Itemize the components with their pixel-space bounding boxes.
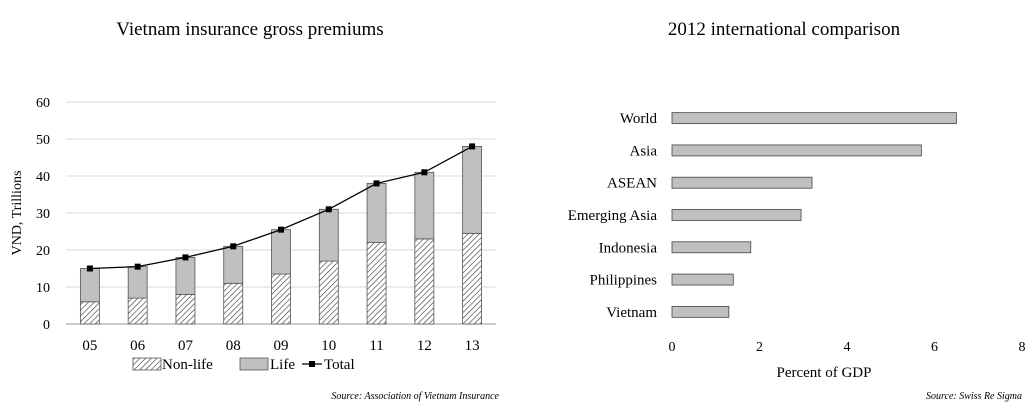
left-y-tick-label: 0 <box>43 318 50 333</box>
bar-nonlife <box>79 301 100 325</box>
right-category-label: ASEAN <box>607 176 657 192</box>
left-x-tick-label: 10 <box>321 338 336 354</box>
bar-nonlife <box>414 238 435 325</box>
total-marker <box>86 265 93 272</box>
left-y-tick-labels: 0 10 20 30 40 50 60 <box>36 96 50 333</box>
right-x-tick-label: 8 <box>1019 340 1026 355</box>
right-category-label: Indonesia <box>599 240 658 256</box>
bar-life <box>318 208 339 262</box>
right-x-tick-label: 2 <box>756 340 763 355</box>
right-x-axis-label: Percent of GDP <box>777 365 872 381</box>
total-marker <box>421 169 428 176</box>
right-bar <box>671 273 734 286</box>
bar-nonlife <box>223 282 244 325</box>
bar-life <box>127 266 148 299</box>
legend-label-nonlife: Non-life <box>162 357 213 373</box>
bar-nonlife <box>318 260 339 325</box>
left-source-note: Source: Association of Vietnam Insurance <box>331 391 499 402</box>
bar-nonlife <box>271 273 291 325</box>
right-x-tick-label: 6 <box>931 340 938 355</box>
left-x-tick-label: 11 <box>369 338 383 354</box>
total-marker <box>373 180 380 187</box>
left-y-axis-label: VND, Trillions <box>10 171 25 256</box>
legend-label-life: Life <box>270 357 295 373</box>
right-category-label: Philippines <box>589 273 657 289</box>
right-bar <box>671 209 802 221</box>
right-x-tick-label: 4 <box>844 340 851 355</box>
right-bar <box>671 241 752 254</box>
right-category-label: Emerging Asia <box>568 208 658 224</box>
left-y-tick-label: 40 <box>36 170 50 185</box>
total-marker <box>278 226 284 233</box>
bar-life <box>271 229 291 275</box>
total-marker <box>325 206 332 213</box>
right-bar <box>671 176 813 189</box>
left-y-tick-label: 30 <box>36 207 50 222</box>
left-x-tick-label: 06 <box>130 338 146 354</box>
right-bar <box>671 305 730 318</box>
left-total-line <box>86 143 476 272</box>
left-y-tick-label: 50 <box>36 133 50 148</box>
left-x-tick-label: 05 <box>82 338 97 354</box>
bar-life <box>366 182 387 243</box>
bar-nonlife <box>462 232 483 325</box>
right-x-tick-label: 0 <box>669 340 676 355</box>
right-chart: 2012 international comparison World Asia A… <box>568 19 1026 402</box>
legend-swatch-nonlife <box>132 357 162 371</box>
left-x-tick-label: 12 <box>417 338 432 354</box>
left-y-tick-label: 20 <box>36 244 50 259</box>
right-bar <box>671 112 957 125</box>
left-x-tick-label: 13 <box>465 338 480 354</box>
left-x-tick-label: 08 <box>226 338 241 354</box>
bar-nonlife <box>127 297 148 325</box>
right-category-labels: World Asia ASEAN Emerging Asia Indonesia Phil… <box>568 111 658 321</box>
right-chart-title: 2012 international comparison <box>668 19 901 40</box>
right-category-label: Asia <box>630 143 658 159</box>
right-x-tick-labels: 0 2 4 6 8 <box>669 340 1026 355</box>
right-category-label: Vietnam <box>606 305 657 321</box>
left-y-tick-label: 60 <box>36 96 50 111</box>
total-marker <box>230 243 237 250</box>
bar-life <box>414 171 435 240</box>
total-marker <box>182 254 189 261</box>
left-y-tick-label: 10 <box>36 281 50 296</box>
left-x-tick-label: 09 <box>274 338 289 354</box>
total-marker <box>469 143 476 150</box>
right-category-label: World <box>620 111 658 127</box>
bar-life <box>223 245 244 284</box>
left-bars <box>79 145 483 325</box>
bar-life <box>462 145 483 234</box>
legend-marker-total <box>309 361 315 367</box>
left-x-tick-label: 07 <box>178 338 194 354</box>
bar-nonlife <box>175 293 196 325</box>
legend-label-total: Total <box>324 357 355 373</box>
left-chart: Vietnam insurance gross premiums VND, Tr… <box>10 19 500 402</box>
bar-life <box>79 268 100 303</box>
legend-swatch-life <box>239 357 269 371</box>
bar-life <box>175 256 196 295</box>
right-bars <box>671 112 957 318</box>
left-legend: Non-life Life Total <box>132 357 355 373</box>
total-marker <box>134 263 141 270</box>
right-bar <box>671 144 922 157</box>
left-chart-title: Vietnam insurance gross premiums <box>116 19 383 40</box>
bar-nonlife <box>366 242 387 325</box>
left-x-tick-labels: 05 06 07 08 09 10 11 12 13 <box>82 338 479 354</box>
right-source-note: Source: Swiss Re Sigma <box>926 391 1022 402</box>
